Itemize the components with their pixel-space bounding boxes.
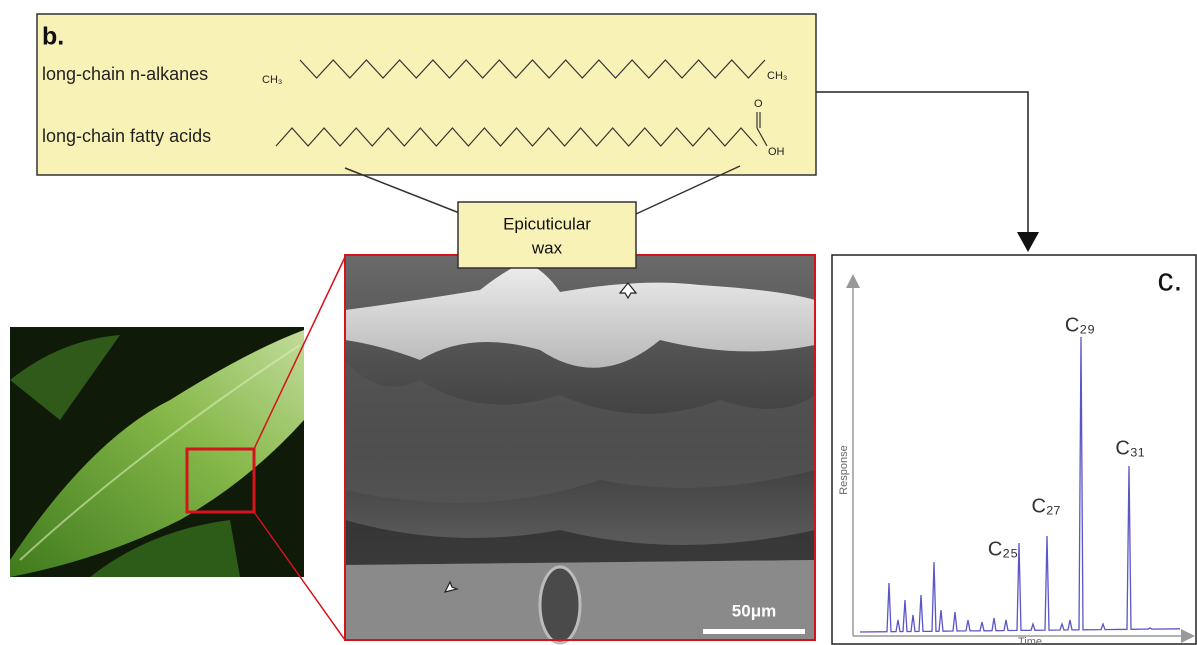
chem-group: OH <box>768 146 785 158</box>
callout-box <box>458 202 636 268</box>
callout-text: Epicuticular <box>503 214 591 233</box>
scale-bar <box>703 629 805 634</box>
chem-group: O <box>754 98 763 110</box>
page: {"panel_b": {"label": "b.", "rows": [ {"… <box>0 0 1197 645</box>
peak-label: C₂₅ <box>988 538 1018 560</box>
arrow-head <box>1017 232 1039 252</box>
figure: b. long-chain n-alkanes CH₃ CH₃ long-cha… <box>0 0 1197 645</box>
panel-label: c. <box>1158 261 1183 297</box>
scale-bar-label: 50μm <box>732 601 776 620</box>
molecule-name: long-chain fatty acids <box>42 126 211 146</box>
y-axis-label: Response <box>838 445 850 495</box>
chem-group: CH₃ <box>767 70 787 82</box>
molecule-name: long-chain n-alkanes <box>42 64 208 84</box>
x-axis-label: Time <box>1018 636 1042 645</box>
sem-image <box>345 255 815 643</box>
peak-label: C₃₁ <box>1115 437 1145 459</box>
leaf-photo <box>10 327 304 577</box>
peak-label: C₂₉ <box>1065 314 1095 336</box>
peak-label: C₂₇ <box>1031 495 1060 517</box>
arrow <box>816 92 1028 236</box>
panel-label: b. <box>42 23 64 51</box>
chem-group: CH₃ <box>262 74 282 86</box>
callout-text: wax <box>531 238 563 257</box>
panel-b-box <box>37 14 816 175</box>
